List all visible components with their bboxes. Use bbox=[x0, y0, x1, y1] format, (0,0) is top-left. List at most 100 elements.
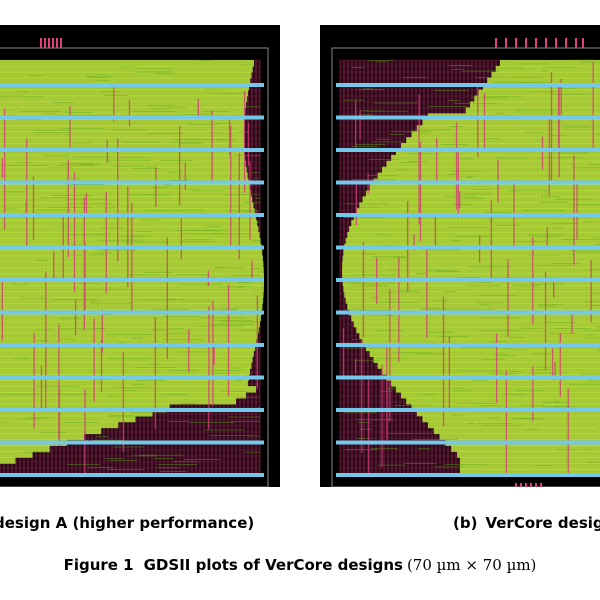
power-rail bbox=[336, 473, 600, 477]
subcaption-a: design A (higher performance) bbox=[0, 514, 254, 532]
gdsii-plot-design-a bbox=[0, 25, 280, 487]
logic-row bbox=[347, 303, 600, 310]
figure-caption-text: GDSII plots of VerCore designs bbox=[143, 556, 403, 574]
logic-row bbox=[0, 196, 253, 203]
logic-row bbox=[0, 137, 245, 144]
io-pin bbox=[535, 483, 537, 487]
logic-row bbox=[356, 326, 600, 334]
logic-row bbox=[359, 202, 600, 209]
die-outline bbox=[0, 47, 269, 487]
power-rail bbox=[0, 148, 264, 152]
logic-row bbox=[0, 60, 254, 67]
logic-row bbox=[365, 344, 600, 352]
logic-row bbox=[433, 427, 600, 435]
logic-row bbox=[373, 356, 600, 363]
io-pins bbox=[495, 38, 584, 487]
power-rail bbox=[336, 408, 600, 412]
power-rail bbox=[336, 115, 600, 120]
power-rail bbox=[0, 278, 264, 282]
logic-row bbox=[342, 279, 600, 286]
logic-row bbox=[353, 214, 600, 221]
logic-row bbox=[0, 226, 259, 233]
logic-row bbox=[0, 368, 251, 375]
logic-row bbox=[439, 433, 600, 441]
logic-row bbox=[0, 350, 254, 358]
logic-row bbox=[0, 154, 246, 162]
layout-image-a bbox=[0, 25, 280, 487]
logic-row bbox=[416, 409, 600, 417]
logic-row bbox=[381, 368, 600, 375]
logic-row bbox=[356, 208, 600, 215]
io-pin bbox=[582, 38, 584, 48]
figure-caption: Figure 1 GDSII plots of VerCore designs (7… bbox=[0, 556, 600, 574]
power-rails bbox=[336, 83, 600, 477]
logic-row bbox=[416, 125, 600, 132]
logic-row bbox=[0, 89, 249, 97]
logic-row bbox=[0, 326, 259, 334]
logic-row bbox=[0, 107, 246, 114]
io-pins bbox=[40, 38, 62, 48]
logic-row bbox=[343, 249, 600, 257]
logic-row bbox=[411, 403, 600, 411]
logic-row bbox=[345, 297, 600, 304]
logic-row bbox=[343, 285, 600, 292]
power-rail bbox=[0, 408, 264, 412]
logic-row bbox=[487, 77, 600, 85]
power-rail bbox=[0, 245, 264, 250]
logic-row bbox=[428, 421, 600, 429]
logic-row bbox=[0, 231, 260, 239]
figure-dimensions: (70 µm × 70 µm) bbox=[406, 556, 537, 574]
logic-row bbox=[0, 166, 247, 174]
logic-row bbox=[0, 433, 84, 441]
logic-row bbox=[377, 362, 600, 369]
logic-row bbox=[362, 338, 600, 346]
io-pin bbox=[495, 38, 497, 48]
logic-row bbox=[395, 148, 600, 156]
logic-row bbox=[0, 65, 253, 73]
logic-row bbox=[342, 255, 600, 263]
io-pin bbox=[505, 38, 507, 48]
die-outline bbox=[331, 47, 600, 487]
io-pin bbox=[535, 38, 537, 48]
figure-number: Figure 1 bbox=[63, 556, 134, 574]
logic-row bbox=[401, 392, 600, 399]
logic-row bbox=[0, 249, 263, 257]
vertical-straps bbox=[1, 87, 259, 474]
logic-row bbox=[0, 125, 245, 132]
logic-row bbox=[465, 107, 600, 114]
logic-row bbox=[0, 445, 50, 452]
logic-row bbox=[0, 71, 252, 79]
logic-row bbox=[457, 451, 600, 458]
logic-row bbox=[0, 320, 260, 328]
logic-row bbox=[0, 356, 253, 363]
logic-row bbox=[342, 267, 600, 275]
io-pin bbox=[545, 38, 547, 48]
io-pin bbox=[40, 38, 42, 48]
logic-row bbox=[0, 397, 236, 405]
power-rail bbox=[0, 180, 264, 185]
logic-row bbox=[474, 95, 600, 103]
io-pin bbox=[575, 38, 577, 48]
logic-row bbox=[0, 427, 102, 435]
logic-row bbox=[342, 261, 600, 269]
power-rail bbox=[336, 83, 600, 87]
logic-row bbox=[406, 397, 600, 405]
subcaption-b: (b) VerCore desig bbox=[453, 514, 600, 532]
logic-row bbox=[495, 65, 600, 73]
logic-row bbox=[0, 409, 153, 417]
io-pin bbox=[525, 38, 527, 48]
logic-row bbox=[0, 362, 252, 369]
io-pin bbox=[555, 38, 557, 48]
io-pin bbox=[48, 38, 50, 48]
logic-row bbox=[0, 338, 257, 346]
io-pin bbox=[520, 483, 522, 487]
logic-row bbox=[386, 160, 600, 168]
logic-row bbox=[500, 60, 600, 67]
logic-row bbox=[351, 314, 600, 322]
logic-row bbox=[460, 463, 600, 470]
power-rail bbox=[336, 310, 600, 315]
logic-row bbox=[0, 172, 248, 180]
logic-row bbox=[406, 137, 600, 144]
power-rail bbox=[336, 180, 600, 185]
power-rail bbox=[0, 343, 264, 347]
